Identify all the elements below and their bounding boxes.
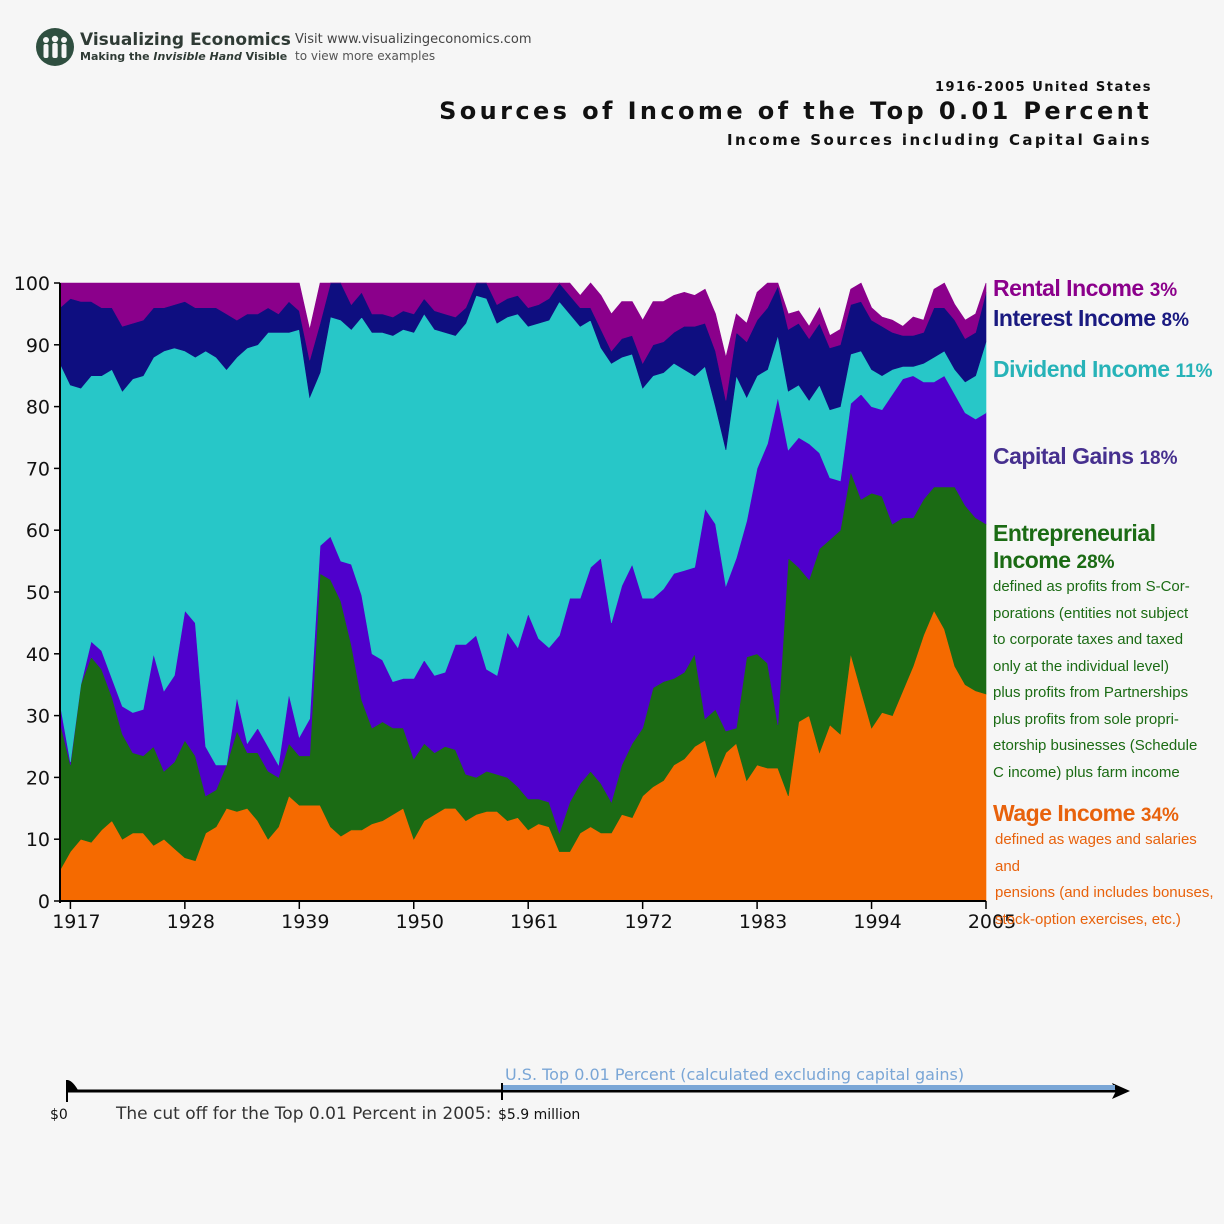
x-tick-label: 1972 — [624, 911, 672, 933]
x-tick-label: 1950 — [396, 911, 444, 933]
legend-entre-pct: 28% — [1076, 552, 1115, 573]
x-tick-label: 1961 — [510, 911, 558, 933]
y-tick-label: 10 — [26, 829, 50, 851]
legend-capgains: Capital Gains 18% — [993, 443, 1178, 470]
brand-block: Visualizing Economics Making the Invisib… — [36, 28, 291, 66]
top-percent-band — [503, 1085, 1115, 1090]
y-tick-label: 30 — [26, 706, 50, 728]
y-tick-label: 0 — [38, 891, 50, 913]
y-tick-label: 80 — [26, 397, 50, 419]
legend-entre-name-l2: Income — [993, 547, 1071, 573]
x-tick-label: 1928 — [167, 911, 215, 933]
legend-entre-desc: defined as profits from S-Cor- porations… — [993, 574, 1213, 786]
desc-line: pensions (and includes bonuses, — [995, 884, 1214, 901]
legend-entre-name-l1: Entrepreneurial — [993, 520, 1156, 546]
scale-caption: The cut off for the Top 0.01 Percent in … — [116, 1104, 492, 1124]
brand-tagline: Making the Invisible Hand Visible — [80, 49, 288, 63]
people-logo-icon — [36, 28, 74, 66]
x-tick-label: 1917 — [52, 911, 100, 933]
legend-rental-pct: 3% — [1149, 280, 1178, 301]
legend-rental: Rental Income 3% — [993, 275, 1177, 302]
desc-line: C income) plus farm income — [993, 763, 1180, 781]
brand-name: Visualizing Economics — [80, 29, 291, 50]
top-percent-band-label: U.S. Top 0.01 Percent (calculated exclud… — [505, 1065, 965, 1084]
desc-line: plus profits from sole propri- — [993, 710, 1179, 728]
x-tick-label: 1994 — [853, 911, 901, 933]
scale-zero-marker-icon — [67, 1080, 78, 1090]
y-tick-label: 20 — [26, 767, 50, 789]
y-tick-label: 90 — [26, 335, 50, 357]
x-tick-label: 1939 — [281, 911, 329, 933]
legend-dividend-name: Dividend Income — [993, 356, 1170, 382]
desc-line: stock-option exercises, etc.) — [995, 910, 1181, 928]
area-layers — [59, 282, 987, 902]
legend-wage-desc: defined as wages and salaries and pensio… — [995, 827, 1220, 933]
visit-link[interactable]: Visit www.visualizingeconomics.com — [295, 32, 532, 47]
x-tick-label: 2005 — [968, 911, 1016, 933]
legend-capgains-name: Capital Gains — [993, 443, 1134, 469]
legend-rental-name: Rental Income — [993, 275, 1144, 301]
legend-wage: Wage Income 34% defined as wages and sala… — [993, 800, 1220, 933]
y-tick-label: 40 — [26, 644, 50, 666]
y-tick-label: 70 — [26, 458, 50, 480]
legend-entrepreneurial: Entrepreneurial Income 28% defined as pro… — [993, 520, 1213, 786]
desc-line: to corporate taxes and taxed — [993, 631, 1184, 648]
scale-cutoff-label: $5.9 million — [498, 1107, 581, 1123]
legend-wage-pct: 34% — [1140, 805, 1179, 826]
legend-interest-name: Interest Income — [993, 305, 1156, 331]
desc-line: defined as wages and salaries and — [995, 831, 1197, 875]
desc-line: only at the individual level) — [993, 657, 1169, 675]
income-scale — [66, 1080, 1130, 1102]
desc-line: plus profits from Partnerships — [993, 684, 1189, 701]
visit-note: Visit www.visualizingeconomics.com to vi… — [295, 32, 532, 64]
area-rental-income — [59, 282, 987, 401]
desc-line: porations (entities not subject — [993, 604, 1189, 622]
legend-interest-pct: 8% — [1161, 310, 1189, 331]
x-tick-label: 1983 — [739, 911, 787, 933]
legend-dividend-pct: 11% — [1175, 361, 1213, 382]
y-tick-label: 50 — [26, 582, 50, 604]
chart-subtitle-bottom: Income Sources including Capital Gains — [727, 131, 1152, 149]
desc-line: defined as profits from S-Cor- — [993, 578, 1190, 595]
y-tick-label: 100 — [14, 273, 50, 295]
legend-dividend: Dividend Income 11% — [993, 356, 1213, 383]
chart-title: Sources of Income of the Top 0.01 Percen… — [439, 97, 1152, 125]
chart-subtitle-top: 1916-2005 United States — [934, 80, 1152, 95]
scale-arrow-icon — [1112, 1083, 1130, 1099]
chart-axes: 0 10 20 30 40 50 60 70 80 90 100 1917 1928 1939 1950 19… — [14, 273, 1016, 933]
title-block: 1916-2005 United States Sources of Incom… — [439, 80, 1152, 149]
legend-interest: Interest Income 8% — [993, 305, 1189, 332]
desc-line: etorship businesses (Schedule — [993, 737, 1198, 754]
scale-zero-label: $0 — [50, 1107, 68, 1123]
y-tick-label: 60 — [26, 520, 50, 542]
legend-wage-name: Wage Income — [993, 800, 1135, 826]
legend-capgains-pct: 18% — [1139, 448, 1178, 469]
visit-note-line2: to view more examples — [295, 49, 436, 63]
